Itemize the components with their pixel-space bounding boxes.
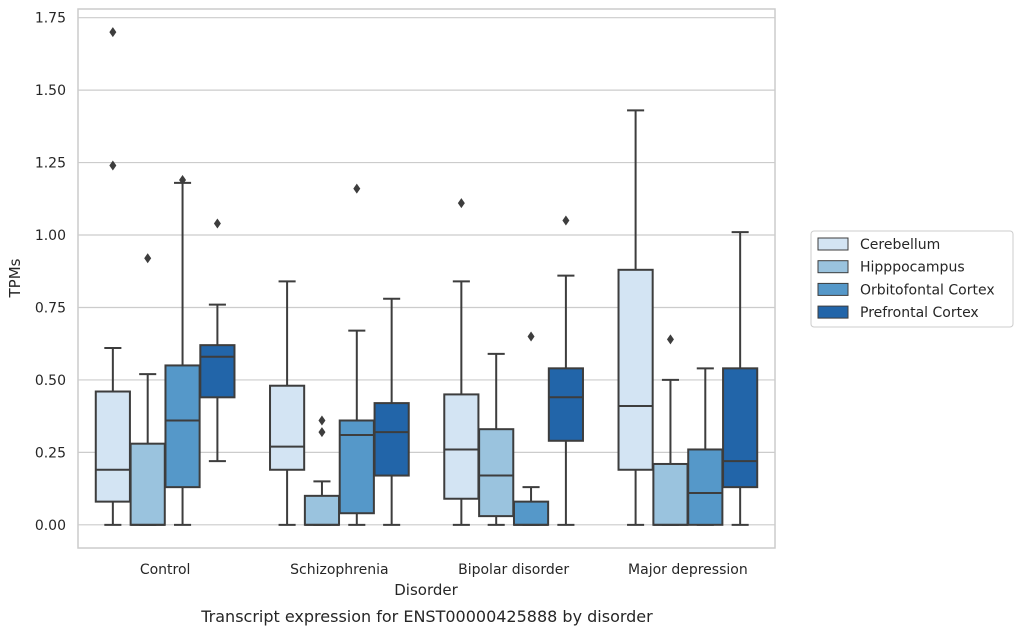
outlier-point — [109, 160, 117, 171]
legend-swatch — [817, 282, 849, 296]
box-iqr — [199, 344, 236, 399]
box-iqr — [687, 448, 724, 526]
legend-swatch — [817, 260, 849, 274]
box-series — [94, 27, 759, 526]
outlier-point — [666, 334, 674, 345]
legend-frame — [810, 230, 1014, 328]
outlier-point — [109, 27, 117, 38]
legend-label: Prefrontal Cortex — [860, 305, 979, 321]
box-3-2 — [687, 367, 724, 526]
x-tick-label: Control — [140, 562, 191, 578]
box-iqr — [652, 462, 689, 526]
box-3-3 — [722, 231, 759, 526]
x-tick-label: Bipolar disorder — [458, 562, 569, 578]
y-tick-label: 1.25 — [35, 156, 66, 172]
box-0-3 — [199, 218, 236, 463]
y-tick-label: 1.00 — [35, 228, 66, 244]
x-axis-label: Disorder — [394, 581, 458, 599]
y-tick-label: 0.75 — [35, 300, 66, 316]
box-3-1 — [652, 334, 689, 526]
y-tick-label: 0.50 — [35, 373, 66, 389]
box-iqr — [547, 367, 584, 442]
box-iqr — [164, 364, 201, 489]
box-iqr — [269, 384, 306, 471]
box-iqr — [94, 390, 131, 503]
legend-swatch — [817, 237, 849, 251]
box-3-0 — [617, 109, 654, 526]
x-tick-label: Schizophrenia — [290, 562, 388, 578]
y-tick-label: 1.50 — [35, 83, 66, 99]
x-tick-labels: Control Schizophrenia Bipolar disorder Majo… — [140, 562, 748, 578]
legend-entries: Cerebellum Hipppocampus Orbitofontal Corte… — [817, 237, 995, 321]
legend-label: Orbitofontal Cortex — [860, 282, 995, 298]
y-tick-label: 1.75 — [35, 11, 66, 27]
box-2-3 — [547, 215, 584, 526]
legend: Cerebellum Hipppocampus Orbitofontal Corte… — [810, 230, 1014, 328]
outlier-point — [213, 218, 221, 229]
y-tick-label: 0.00 — [35, 518, 66, 534]
outlier-point — [318, 415, 326, 426]
box-iqr — [617, 268, 654, 471]
y-tick-labels: 0.00 0.25 0.50 0.75 1.00 1.25 1.50 1.75 — [35, 11, 66, 534]
x-tick-label: Major depression — [628, 562, 748, 578]
box-1-0 — [269, 280, 306, 526]
outlier-point — [353, 183, 361, 194]
box-iqr — [722, 367, 759, 489]
box-2-1 — [478, 352, 515, 526]
outlier-point — [527, 331, 535, 342]
box-1-1 — [303, 415, 341, 526]
outlier-point — [457, 198, 465, 209]
legend-label: Cerebellum — [860, 237, 940, 253]
box-iqr — [129, 442, 166, 526]
box-iqr — [512, 500, 550, 526]
legend-swatch — [817, 305, 849, 319]
outlier-point — [179, 174, 187, 185]
box-0-0 — [94, 27, 131, 526]
chart-caption: Transcript expression for ENST0000042588… — [200, 607, 653, 626]
legend-label: Hipppocampus — [860, 260, 965, 276]
box-2-2 — [512, 331, 550, 526]
box-iqr — [373, 402, 410, 477]
outlier-point — [562, 215, 570, 226]
plot-area-frame — [77, 8, 776, 549]
outlier-point — [144, 253, 152, 264]
y-axis-label: TPMs — [6, 258, 24, 298]
outlier-point — [318, 427, 326, 438]
y-tick-label: 0.25 — [35, 445, 66, 461]
box-1-3 — [373, 297, 410, 526]
box-iqr — [478, 428, 515, 518]
box-iqr — [303, 494, 341, 526]
box-iqr — [443, 393, 480, 500]
box-0-2 — [164, 174, 201, 526]
